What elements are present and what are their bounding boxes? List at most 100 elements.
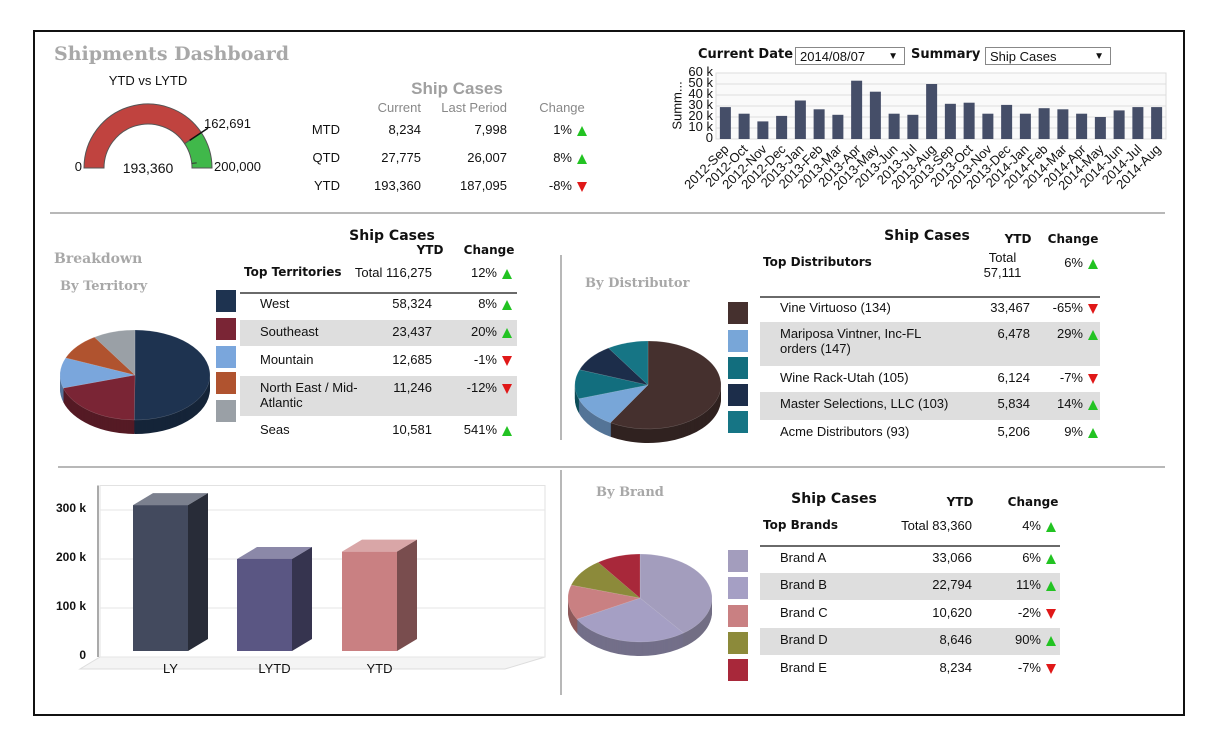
table-cell: 11,246	[393, 380, 432, 395]
y-tick-label: 60 k	[688, 64, 713, 79]
down-arrow	[1088, 304, 1098, 314]
table-cell: 5,206	[997, 424, 1030, 439]
section-title: Breakdown	[54, 251, 143, 267]
total-change: 4%	[1022, 518, 1041, 533]
bar	[851, 80, 863, 139]
table-cell: 541%	[463, 422, 497, 437]
pie-slice	[578, 384, 649, 424]
legend-swatch	[728, 605, 748, 627]
bar	[133, 505, 188, 651]
bar	[738, 113, 750, 139]
table-cell: -65%	[1052, 300, 1083, 315]
pie-slice	[574, 369, 649, 400]
dropdown[interactable]: Ship Cases ▼	[985, 47, 1111, 65]
table-cell: 6,124	[997, 370, 1030, 385]
y-tick-label: 10 k	[688, 119, 713, 134]
column-header: Change	[463, 243, 515, 257]
gauge-min: 0	[74, 159, 82, 174]
legend-swatch	[728, 357, 748, 379]
table-title: Ship Cases	[791, 491, 877, 507]
bar	[1113, 110, 1125, 139]
table-cell: 5,834	[997, 396, 1030, 411]
column-header: Change	[1047, 232, 1099, 246]
column-header: Change	[1007, 495, 1059, 509]
y-tick-label: 50 k	[688, 75, 713, 90]
table-cell: 1%	[553, 122, 572, 137]
legend-swatch	[216, 400, 236, 422]
column-header: YTD	[1004, 232, 1032, 246]
up-arrow	[502, 269, 512, 279]
row-label: Brand B	[780, 577, 827, 592]
row-label: Brand E	[780, 660, 827, 675]
up-arrow	[1088, 400, 1098, 410]
group-label: Top Brands	[763, 518, 839, 532]
legend-swatch	[216, 346, 236, 368]
y-tick-label: 200 k	[55, 550, 86, 564]
table-cell: 8,234	[939, 660, 972, 675]
bar-side	[188, 493, 208, 651]
gauge-target-label: 162,691	[204, 116, 251, 131]
total-change: 6%	[1064, 255, 1083, 270]
bar	[237, 559, 292, 651]
pie-slice	[62, 374, 136, 421]
up-arrow	[577, 154, 587, 164]
row-label: YTD	[314, 178, 340, 193]
table-cell: 20%	[470, 324, 497, 339]
bar	[869, 91, 881, 139]
table-cell: 58,324	[392, 296, 432, 311]
bar	[813, 109, 825, 139]
bar	[963, 102, 975, 139]
table-cell: 10,581	[392, 422, 432, 437]
table-title: Ship Cases	[884, 228, 970, 244]
row-background	[760, 573, 1060, 600]
row-label: Vine Virtuoso (134)	[780, 300, 891, 315]
gauge-band	[83, 103, 203, 169]
dropdown[interactable]: 2014/08/07 ▼	[795, 47, 905, 65]
bar	[907, 114, 919, 139]
bar	[982, 113, 994, 139]
column-header: YTD	[416, 243, 444, 257]
bar	[794, 100, 806, 139]
up-arrow	[502, 426, 512, 436]
row-background	[240, 376, 517, 416]
up-arrow	[1088, 428, 1098, 438]
pie-slice	[597, 553, 641, 599]
row-label: Brand A	[780, 550, 827, 565]
bar	[719, 107, 731, 139]
row-label: Master Selections, LLC (103)	[780, 396, 949, 411]
down-arrow	[577, 182, 587, 192]
bar	[1001, 104, 1013, 139]
gauge-pointer	[191, 162, 197, 164]
row-label: Brand C	[780, 605, 828, 620]
control-label: Current Date	[698, 47, 794, 62]
pie-slice	[567, 584, 641, 620]
bar-top	[237, 547, 312, 559]
legend-swatch	[728, 411, 748, 433]
legend-swatch	[728, 302, 748, 324]
y-tick-label: 30 k	[688, 97, 713, 112]
gauge-max: 200,000	[214, 159, 261, 174]
row-background	[760, 392, 1100, 420]
pie-slice	[570, 561, 641, 599]
y-axis-label: Summ...	[669, 81, 685, 130]
down-arrow	[1046, 664, 1056, 674]
table-cell: 8,234	[388, 122, 421, 137]
legend-swatch	[728, 659, 748, 681]
up-arrow	[502, 300, 512, 310]
table-cell: 6%	[1022, 550, 1041, 565]
pie-slice	[576, 597, 685, 643]
table-cell: 7,998	[474, 122, 507, 137]
table-cell: -7%	[1059, 370, 1083, 385]
y-tick-label: 40 k	[688, 86, 713, 101]
table-cell: 22,794	[932, 577, 972, 592]
bar	[757, 121, 769, 139]
table-cell: 9%	[1064, 424, 1083, 439]
row-label: Mariposa Vintner, Inc-FL orders (147)	[780, 326, 921, 356]
bar	[1076, 113, 1088, 139]
bar	[1094, 117, 1106, 139]
pie-slice	[93, 329, 136, 376]
bar	[1057, 109, 1069, 139]
legend-swatch	[216, 290, 236, 312]
legend-swatch	[728, 330, 748, 352]
bar	[1151, 107, 1163, 139]
